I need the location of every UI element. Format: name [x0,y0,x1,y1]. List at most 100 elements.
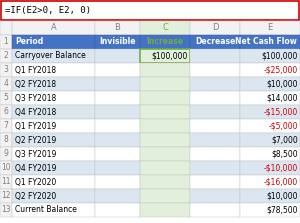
Bar [0,119,12,133]
Bar [240,161,300,175]
Text: 2: 2 [4,52,8,60]
Bar [190,161,240,175]
Bar [140,63,190,77]
Text: $10,000: $10,000 [266,80,298,89]
Bar [12,147,95,161]
Bar [12,161,95,175]
Text: D: D [212,23,218,33]
Bar [95,161,140,175]
Bar [140,161,190,175]
Text: Increase: Increase [146,37,184,47]
Text: Decrease: Decrease [195,37,235,47]
Text: Q3 FY2019: Q3 FY2019 [15,149,56,159]
Bar [140,91,190,105]
Text: -$5,000: -$5,000 [268,122,298,130]
Bar [0,0,300,21]
Text: Q2 FY2019: Q2 FY2019 [15,136,56,145]
Text: 10: 10 [1,163,11,173]
Text: -$25,000: -$25,000 [264,66,298,74]
Bar [12,175,95,189]
Text: -$15,000: -$15,000 [264,107,298,116]
Bar [190,203,240,217]
Bar [190,105,240,119]
Text: 8: 8 [4,136,8,145]
Bar [0,189,12,203]
Bar [95,147,140,161]
Bar [240,147,300,161]
Text: Carryover Balance: Carryover Balance [15,52,86,60]
Text: Period: Period [15,37,43,47]
Bar [240,77,300,91]
Bar [12,49,95,63]
Bar [190,91,240,105]
Bar [12,91,95,105]
Bar [0,133,12,147]
Bar [240,105,300,119]
Bar [240,189,300,203]
Text: $14,000: $14,000 [266,93,298,103]
Bar [140,133,190,147]
Text: A: A [51,23,56,33]
Bar [95,21,140,35]
Text: -$16,000: -$16,000 [264,178,298,186]
Bar [240,203,300,217]
Bar [12,119,95,133]
Text: 11: 11 [1,178,11,186]
Bar [95,133,140,147]
Bar [190,175,240,189]
Text: Net Cash Flow: Net Cash Flow [235,37,297,47]
Text: $8,500: $8,500 [272,149,298,159]
Bar [0,77,12,91]
Bar [1,1,299,20]
Bar [240,49,300,63]
Bar [12,63,95,77]
Bar [0,49,12,63]
Bar [190,189,240,203]
Text: 13: 13 [1,206,11,215]
Bar [140,49,190,63]
Text: $10,000: $10,000 [266,192,298,200]
Bar [12,105,95,119]
Bar [240,133,300,147]
Text: Q1 FY2020: Q1 FY2020 [15,178,56,186]
Bar [0,147,12,161]
Text: 4: 4 [4,80,8,89]
Bar [0,35,12,49]
Bar [140,189,190,203]
Text: 7: 7 [4,122,8,130]
Bar [0,203,12,217]
Bar [140,77,190,91]
Bar [12,35,95,49]
Bar [140,147,190,161]
Bar [0,105,12,119]
Bar [140,203,190,217]
Text: $100,000: $100,000 [262,52,298,60]
Bar [95,63,140,77]
Bar [240,91,300,105]
Bar [240,119,300,133]
Bar [95,91,140,105]
Bar [190,63,240,77]
Text: -$10,000: -$10,000 [264,163,298,173]
Bar [190,147,240,161]
Bar [0,161,12,175]
Bar [190,35,240,49]
Text: Invisible: Invisible [99,37,136,47]
Bar [95,35,140,49]
Bar [0,63,12,77]
Bar [95,203,140,217]
Text: $78,500: $78,500 [266,206,298,215]
Bar [140,175,190,189]
Text: Q4 FY2019: Q4 FY2019 [15,163,56,173]
Text: 5: 5 [4,93,8,103]
Text: B: B [115,23,120,33]
Bar [12,77,95,91]
Bar [95,175,140,189]
Bar [190,21,240,35]
Text: 9: 9 [4,149,8,159]
Text: C: C [162,23,168,33]
Bar [140,35,190,49]
Text: Q3 FY2018: Q3 FY2018 [15,93,56,103]
Bar [95,189,140,203]
Text: Q2 FY2020: Q2 FY2020 [15,192,56,200]
